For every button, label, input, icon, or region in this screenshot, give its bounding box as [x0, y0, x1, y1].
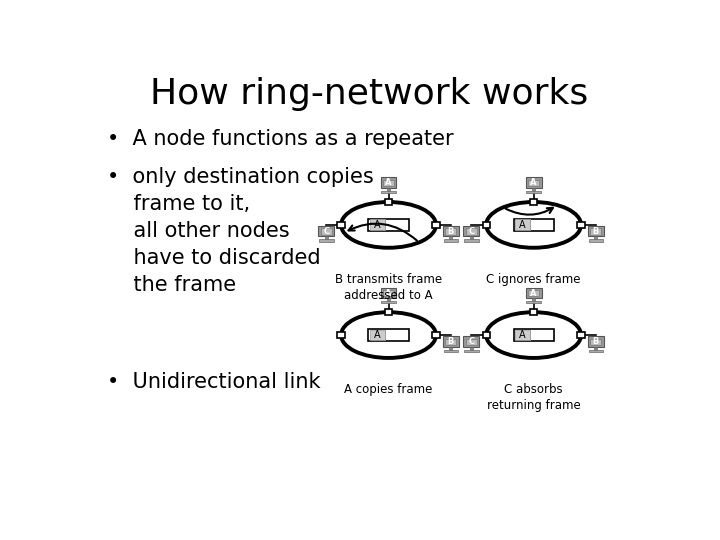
Bar — [387, 298, 390, 301]
Bar — [383, 290, 395, 296]
Bar — [382, 191, 396, 193]
Bar — [445, 339, 456, 345]
Bar — [464, 336, 480, 347]
Bar — [381, 288, 397, 298]
Bar — [530, 199, 537, 205]
Bar — [528, 290, 539, 296]
Text: A: A — [519, 220, 526, 230]
Text: A: A — [531, 289, 537, 298]
Text: A: A — [531, 179, 537, 187]
Bar — [381, 178, 397, 188]
Bar — [482, 222, 490, 227]
Bar — [470, 237, 473, 239]
Bar — [464, 226, 480, 237]
Text: A: A — [385, 289, 392, 298]
Bar — [515, 219, 530, 230]
Bar — [466, 228, 477, 235]
Bar — [577, 332, 585, 338]
Text: A: A — [519, 330, 526, 340]
Text: A: A — [385, 179, 392, 187]
Text: C: C — [323, 227, 330, 236]
Bar — [445, 228, 456, 235]
Bar — [466, 339, 477, 345]
Bar — [513, 329, 554, 341]
Bar — [526, 178, 541, 188]
Bar — [526, 301, 541, 303]
Bar — [595, 237, 597, 239]
Text: A: A — [374, 220, 380, 230]
Text: A: A — [374, 330, 380, 340]
Bar — [444, 239, 458, 241]
Text: B: B — [593, 338, 599, 346]
Bar — [464, 239, 479, 241]
Text: B: B — [448, 227, 454, 236]
Bar — [532, 298, 535, 301]
Bar — [320, 228, 332, 235]
Bar — [513, 219, 554, 231]
Text: •  Unidirectional link: • Unidirectional link — [107, 373, 320, 393]
Bar — [588, 336, 604, 347]
Bar — [482, 332, 490, 338]
Text: B: B — [593, 227, 599, 236]
Bar — [432, 222, 440, 227]
Text: •  A node functions as a repeater: • A node functions as a repeater — [107, 129, 454, 149]
Bar — [369, 329, 384, 341]
Bar — [443, 336, 459, 347]
Text: C ignores frame: C ignores frame — [487, 273, 581, 286]
Text: A copies frame: A copies frame — [344, 383, 433, 396]
Bar — [464, 349, 479, 352]
Bar — [526, 288, 541, 298]
Text: B transmits frame
addressed to A: B transmits frame addressed to A — [335, 273, 442, 302]
Text: C: C — [469, 227, 474, 236]
Bar — [369, 329, 409, 341]
Bar — [369, 219, 384, 230]
Bar — [325, 237, 328, 239]
Bar — [338, 222, 345, 227]
Bar — [590, 228, 601, 235]
Text: C: C — [469, 338, 474, 346]
Bar — [588, 226, 604, 237]
Bar — [443, 226, 459, 237]
Bar — [589, 349, 603, 352]
Bar — [589, 239, 603, 241]
Bar — [319, 239, 333, 241]
Bar — [449, 347, 452, 349]
Bar — [449, 237, 452, 239]
Bar — [432, 332, 440, 338]
Bar — [338, 332, 345, 338]
Bar — [526, 191, 541, 193]
Bar — [577, 222, 585, 227]
Bar — [530, 309, 537, 315]
Bar — [528, 180, 539, 186]
Bar — [382, 301, 396, 303]
Text: C absorbs
returning frame: C absorbs returning frame — [487, 383, 580, 412]
Bar — [532, 188, 535, 191]
Bar — [369, 219, 409, 231]
Bar — [444, 349, 458, 352]
Bar — [383, 180, 395, 186]
Bar — [385, 199, 392, 205]
Text: •  only destination copies
    frame to it,
    all other nodes
    have to disc: • only destination copies frame to it, a… — [107, 167, 374, 295]
Bar — [595, 347, 597, 349]
Bar — [387, 188, 390, 191]
Text: How ring-network works: How ring-network works — [150, 77, 588, 111]
Bar — [590, 339, 601, 345]
Bar — [470, 347, 473, 349]
Bar — [515, 329, 530, 341]
Text: B: B — [448, 338, 454, 346]
Bar — [318, 226, 334, 237]
Bar — [385, 309, 392, 315]
